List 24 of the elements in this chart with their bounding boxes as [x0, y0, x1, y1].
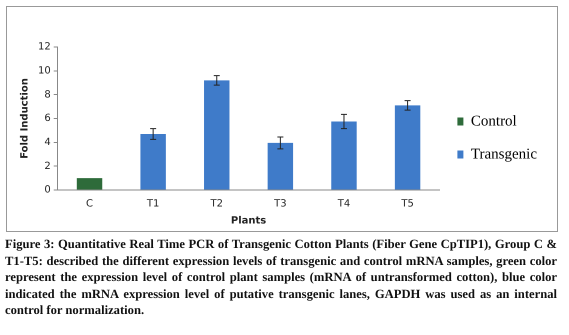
- y-tick-label: 6: [44, 113, 51, 124]
- y-tick-label: 0: [44, 184, 51, 196]
- x-tick-label: T1: [146, 198, 160, 210]
- caption: Figure 3: Quantitative Real Time PCR of Transgenic Cotton Plants (Fiber Gene CpTIP1), Group C & T1-T5: described the different expression levels of transgenic and control mRNA samples, green color represent the expression level of control plant samples (mRNA of untransformed cotton), blue color indicated the mRNA expression level of putative transgenic lanes, GAPDH was used as an internal control for normalization.: [5, 236, 557, 318]
- x-axis-title: Plants: [230, 216, 266, 227]
- y-tick-label: 2: [44, 160, 51, 172]
- bar: [331, 121, 357, 190]
- bar: [140, 134, 166, 190]
- x-tick-label: T3: [273, 198, 287, 210]
- legend-label: Control: [470, 113, 517, 130]
- y-tick-label: 4: [44, 136, 51, 148]
- bar: [394, 105, 420, 190]
- y-tick-label: 8: [44, 89, 51, 100]
- legend-label: Transgenic: [470, 146, 538, 162]
- bar: [76, 178, 102, 190]
- bar: [268, 142, 294, 190]
- x-tick-label: C: [86, 198, 94, 210]
- y-tick-label: 10: [38, 65, 51, 76]
- y-tick-label: 12: [38, 42, 51, 53]
- x-tick-label: T4: [336, 198, 350, 210]
- x-tick-label: T2: [210, 198, 223, 210]
- x-tick-label: T5: [400, 198, 414, 210]
- bar: [204, 80, 230, 190]
- y-axis-title: Fold Induction: [20, 78, 31, 159]
